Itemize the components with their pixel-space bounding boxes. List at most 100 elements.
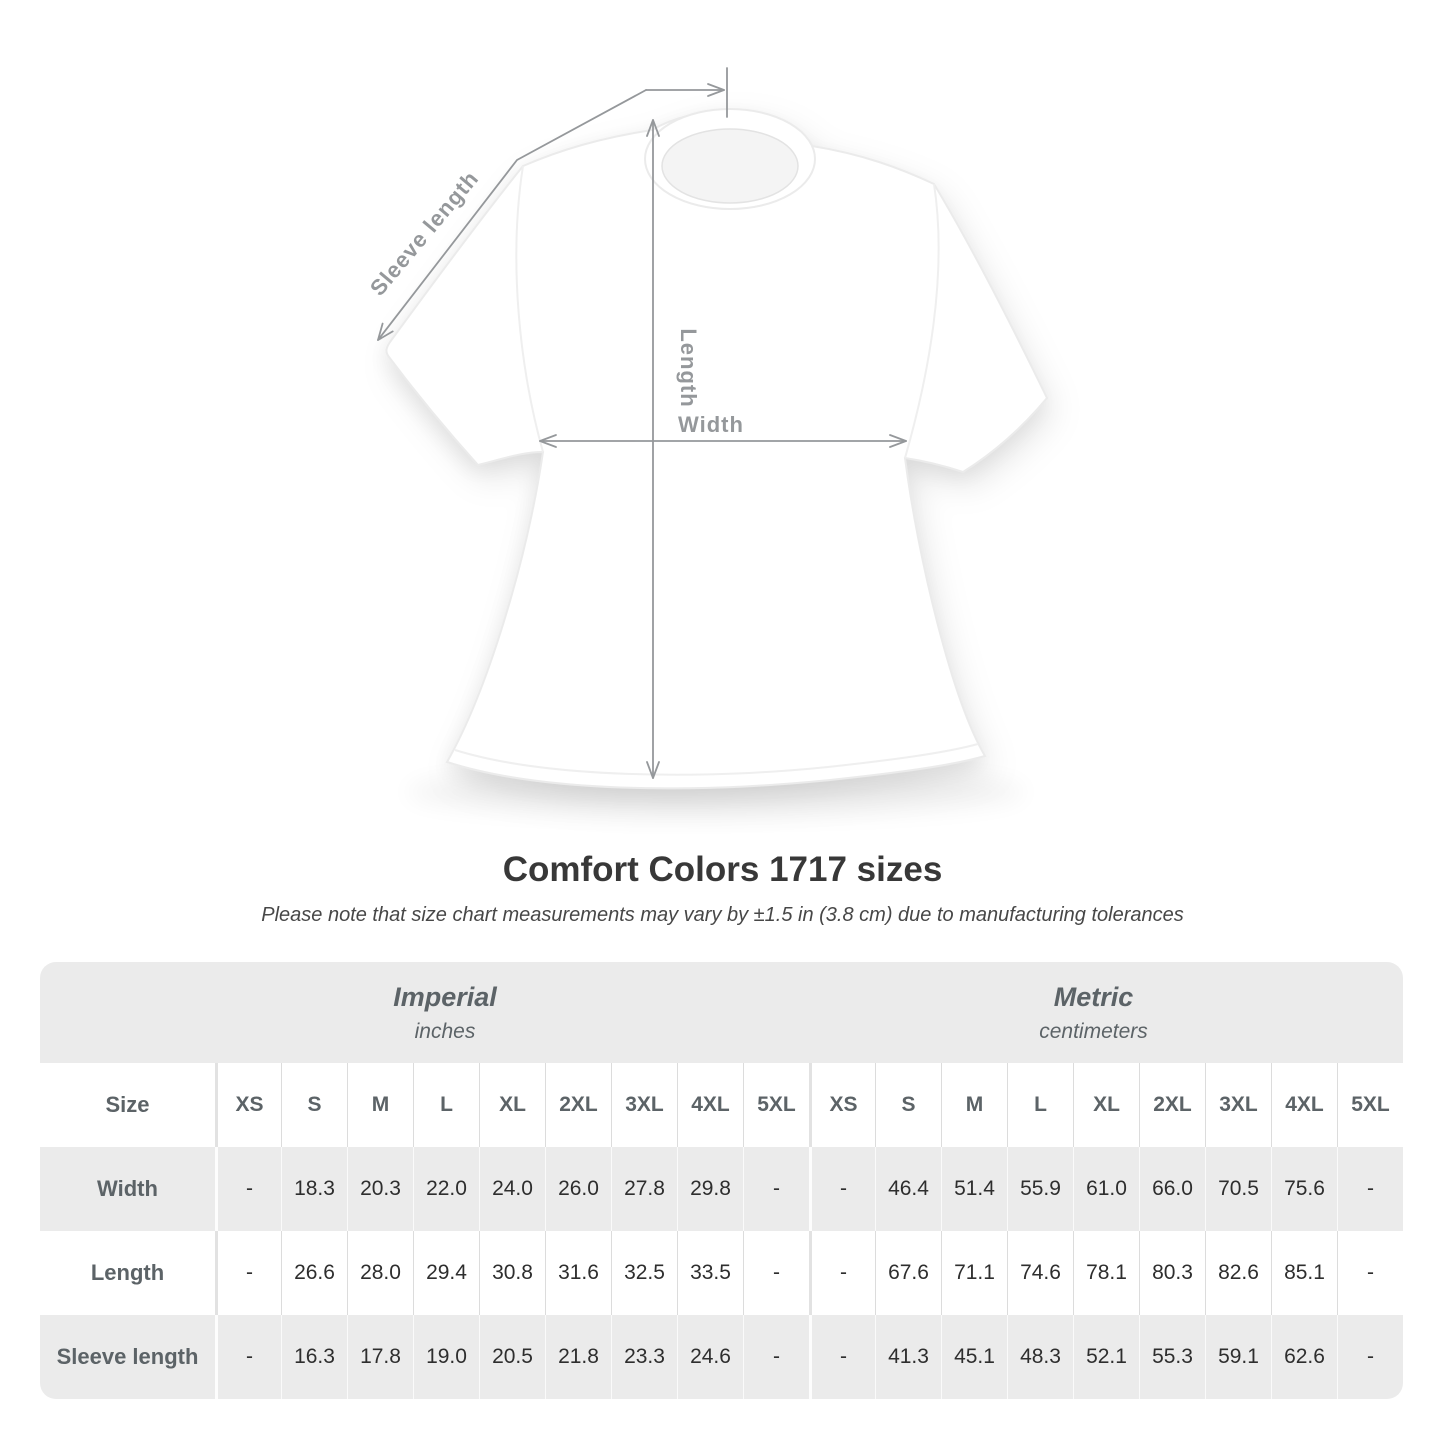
width-label: Width xyxy=(678,412,744,437)
value-cell: 59.1 xyxy=(1205,1315,1271,1399)
value-cell: - xyxy=(1337,1147,1403,1231)
value-cell: - xyxy=(743,1147,809,1231)
collar-opening xyxy=(661,128,799,204)
width-arrow-left xyxy=(539,434,557,448)
value-cell: 78.1 xyxy=(1073,1231,1139,1315)
size-header-imperial: M xyxy=(347,1063,413,1147)
page-subtitle: Please note that size chart measurements… xyxy=(261,904,1184,926)
value-cell: - xyxy=(809,1147,875,1231)
value-cell: 23.3 xyxy=(611,1315,677,1399)
tshirt-image xyxy=(385,108,1049,790)
value-cell: 71.1 xyxy=(941,1231,1007,1315)
right-armhole-seam xyxy=(904,183,940,459)
row-label: Width xyxy=(97,1176,158,1201)
value-cell: - xyxy=(743,1231,809,1315)
value-cell: 28.0 xyxy=(347,1231,413,1315)
value-cell: 67.6 xyxy=(875,1231,941,1315)
sleeve-length-arrow-right xyxy=(707,83,725,97)
value-cell: 70.5 xyxy=(1205,1147,1271,1231)
value-cell: 75.6 xyxy=(1271,1147,1337,1231)
value-cell: 24.0 xyxy=(479,1147,545,1231)
hem-stitch xyxy=(454,743,979,776)
value-cell: - xyxy=(809,1231,875,1315)
value-cell: 22.0 xyxy=(413,1147,479,1231)
size-header-metric: 5XL xyxy=(1337,1063,1403,1147)
size-header-imperial: S xyxy=(281,1063,347,1147)
value-cell: 80.3 xyxy=(1139,1231,1205,1315)
metric-unit: centimeters xyxy=(1039,1019,1148,1043)
size-table-grid: Size XS S M L XL 2XL 3XL 4XL 5XL XS S M L XL 2XL 3XL 4XL 5… xyxy=(40,1063,1403,1399)
metric-header: Metric centimeters xyxy=(810,962,1403,1063)
value-cell: 24.6 xyxy=(677,1315,743,1399)
value-cell: 20.3 xyxy=(347,1147,413,1231)
size-header-row: Size XS S M L XL 2XL 3XL 4XL 5XL XS S M L XL 2XL 3XL 4XL 5… xyxy=(40,1063,1403,1147)
value-cell: 21.8 xyxy=(545,1315,611,1399)
size-header-metric: 2XL xyxy=(1139,1063,1205,1147)
unit-header-band: Imperial inches Metric centimeters xyxy=(40,962,1403,1063)
value-cell: 55.9 xyxy=(1007,1147,1073,1231)
tshirt-measurement-figure: Sleeve length Length Width xyxy=(365,67,1049,816)
value-cell: 19.0 xyxy=(413,1315,479,1399)
value-cell: 52.1 xyxy=(1073,1315,1139,1399)
imperial-unit: inches xyxy=(414,1019,476,1043)
size-header-imperial: 3XL xyxy=(611,1063,677,1147)
imperial-header: Imperial inches xyxy=(40,962,810,1063)
title-block: Comfort Colors 1717 sizes Please note th… xyxy=(0,850,1445,927)
table-row: Width -18.3 20.3 22.0 24.0 26.0 27.8 29.8- -46.4… xyxy=(40,1147,1403,1231)
table-row: Sleeve length -16.3 17.8 19.0 20.5 21.8 23.3 24… xyxy=(40,1315,1403,1399)
value-cell: 82.6 xyxy=(1205,1231,1271,1315)
value-cell: 51.4 xyxy=(941,1147,1007,1231)
value-cell: 33.5 xyxy=(677,1231,743,1315)
value-cell: 46.4 xyxy=(875,1147,941,1231)
left-armhole-seam xyxy=(515,165,544,453)
value-cell: - xyxy=(809,1315,875,1399)
value-cell: 18.3 xyxy=(281,1147,347,1231)
value-cell: 30.8 xyxy=(479,1231,545,1315)
value-cell: 20.5 xyxy=(479,1315,545,1399)
size-header-metric: XL xyxy=(1073,1063,1139,1147)
value-cell: 31.6 xyxy=(545,1231,611,1315)
sleeve-length-diagonal xyxy=(377,89,647,341)
size-header-imperial: 2XL xyxy=(545,1063,611,1147)
metric-title: Metric xyxy=(1053,981,1134,1012)
value-cell: 29.4 xyxy=(413,1231,479,1315)
value-cell: 85.1 xyxy=(1271,1231,1337,1315)
value-cell: 26.6 xyxy=(281,1231,347,1315)
length-arrow-bottom xyxy=(646,761,660,779)
value-cell: 26.0 xyxy=(545,1147,611,1231)
value-cell: 61.0 xyxy=(1073,1147,1139,1231)
value-cell: - xyxy=(1337,1315,1403,1399)
value-cell: 55.3 xyxy=(1139,1315,1205,1399)
value-cell: 45.1 xyxy=(941,1315,1007,1399)
width-arrow-right xyxy=(889,434,907,448)
value-cell: 16.3 xyxy=(281,1315,347,1399)
size-header-imperial: L xyxy=(413,1063,479,1147)
size-column-label: Size xyxy=(105,1092,150,1117)
value-cell: 27.8 xyxy=(611,1147,677,1231)
value-cell: - xyxy=(215,1315,281,1399)
value-cell: 74.6 xyxy=(1007,1231,1073,1315)
value-cell: 48.3 xyxy=(1007,1315,1073,1399)
imperial-title: Imperial xyxy=(393,981,497,1012)
size-header-imperial: 4XL xyxy=(677,1063,743,1147)
page-title: Comfort Colors 1717 sizes xyxy=(502,850,943,889)
value-cell: 66.0 xyxy=(1139,1147,1205,1231)
value-cell: - xyxy=(743,1315,809,1399)
value-cell: - xyxy=(215,1231,281,1315)
size-header-imperial: XL xyxy=(479,1063,545,1147)
length-arrow-top xyxy=(646,119,660,137)
value-cell: 32.5 xyxy=(611,1231,677,1315)
value-cell: - xyxy=(1337,1231,1403,1315)
value-cell: 41.3 xyxy=(875,1315,941,1399)
size-header-imperial: XS xyxy=(215,1063,281,1147)
size-table: Imperial inches Metric centimeters Size X… xyxy=(40,962,1403,1399)
value-cell: 62.6 xyxy=(1271,1315,1337,1399)
size-header-metric: 3XL xyxy=(1205,1063,1271,1147)
table-row: Length -26.6 28.0 29.4 30.8 31.6 32.5 33.5- -67.… xyxy=(40,1231,1403,1315)
value-cell: 17.8 xyxy=(347,1315,413,1399)
size-header-metric: 4XL xyxy=(1271,1063,1337,1147)
size-header-metric: XS xyxy=(809,1063,875,1147)
sleeve-length-arrow-end xyxy=(377,322,394,341)
size-header-metric: S xyxy=(875,1063,941,1147)
size-header-imperial: 5XL xyxy=(743,1063,809,1147)
